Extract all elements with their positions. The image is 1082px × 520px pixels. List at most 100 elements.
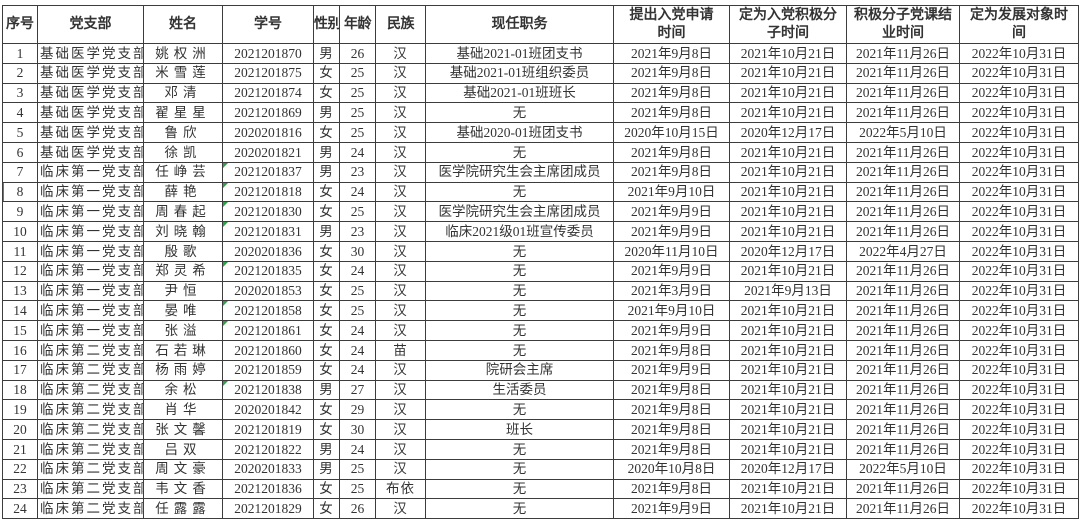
cell-apply_date[interactable]: 2021年9月8日 <box>613 161 730 183</box>
cell-gender[interactable]: 男 <box>313 161 340 183</box>
cell-age[interactable]: 24 <box>339 181 376 203</box>
cell-gender[interactable]: 女 <box>313 82 340 104</box>
cell-position[interactable]: 无 <box>425 141 614 163</box>
cell-activist_date[interactable]: 2020年12月17日 <box>729 240 847 262</box>
cell-age[interactable]: 30 <box>339 419 376 440</box>
cell-activist_date[interactable]: 2021年10月21日 <box>729 201 847 223</box>
cell-age[interactable]: 24 <box>339 141 376 163</box>
cell-name[interactable]: 余松 <box>143 379 223 401</box>
cell-index[interactable]: 20 <box>2 419 38 440</box>
cell-age[interactable]: 25 <box>339 62 376 84</box>
cell-age[interactable]: 24 <box>339 320 376 341</box>
cell-apply_date[interactable]: 2021年9月9日 <box>613 359 730 381</box>
cell-candidate_date[interactable]: 2022年10月31日 <box>959 43 1079 64</box>
cell-student_id[interactable]: 2021201874 <box>222 82 314 104</box>
cell-name[interactable]: 肖华 <box>143 399 223 421</box>
cell-ethnicity[interactable]: 汉 <box>375 320 426 341</box>
cell-gender[interactable]: 男 <box>313 458 340 480</box>
cell-index[interactable]: 1 <box>2 43 38 64</box>
cell-position[interactable]: 无 <box>425 438 614 460</box>
cell-index[interactable]: 19 <box>2 399 38 421</box>
cell-candidate_date[interactable]: 2022年10月31日 <box>959 498 1079 520</box>
cell-name[interactable]: 张文馨 <box>143 419 223 440</box>
column-header-ethnicity[interactable]: 民族 <box>375 5 426 44</box>
cell-gender[interactable]: 女 <box>313 122 340 143</box>
cell-position[interactable]: 无 <box>425 339 614 361</box>
cell-student_id[interactable]: 2021201830 <box>222 201 314 223</box>
cell-student_id[interactable]: 2020201821 <box>222 141 314 163</box>
column-header-course_date[interactable]: 积极分子党课结 业时间 <box>846 5 960 44</box>
cell-ethnicity[interactable]: 汉 <box>375 498 426 520</box>
cell-gender[interactable]: 女 <box>313 300 340 322</box>
cell-apply_date[interactable]: 2021年9月8日 <box>613 339 730 361</box>
cell-branch[interactable]: 基础医学党支部 <box>37 82 144 104</box>
cell-ethnicity[interactable]: 汉 <box>375 102 426 124</box>
cell-activist_date[interactable]: 2021年10月21日 <box>729 82 847 104</box>
cell-index[interactable]: 5 <box>2 122 38 143</box>
cell-age[interactable]: 25 <box>339 201 376 223</box>
cell-activist_date[interactable]: 2021年10月21日 <box>729 438 847 460</box>
cell-name[interactable]: 邓清 <box>143 82 223 104</box>
cell-apply_date[interactable]: 2021年9月8日 <box>613 379 730 401</box>
cell-age[interactable]: 26 <box>339 43 376 64</box>
cell-position[interactable]: 院研会主席 <box>425 359 614 381</box>
cell-candidate_date[interactable]: 2022年10月31日 <box>959 240 1079 262</box>
cell-course_date[interactable]: 2021年11月26日 <box>846 181 960 203</box>
cell-student_id[interactable]: 2021201836 <box>222 478 314 500</box>
cell-branch[interactable]: 基础医学党支部 <box>37 62 144 84</box>
cell-ethnicity[interactable]: 汉 <box>375 141 426 163</box>
cell-name[interactable]: 韦文香 <box>143 478 223 500</box>
cell-ethnicity[interactable]: 苗 <box>375 339 426 361</box>
cell-apply_date[interactable]: 2021年9月8日 <box>613 62 730 84</box>
cell-age[interactable]: 25 <box>339 300 376 322</box>
cell-name[interactable]: 薛艳 <box>143 181 223 203</box>
cell-candidate_date[interactable]: 2022年10月31日 <box>959 221 1079 242</box>
cell-name[interactable]: 尹恒 <box>143 280 223 302</box>
cell-activist_date[interactable]: 2021年10月21日 <box>729 320 847 341</box>
cell-student_id[interactable]: 2020201842 <box>222 399 314 421</box>
cell-gender[interactable]: 女 <box>313 181 340 203</box>
cell-gender[interactable]: 女 <box>313 478 340 500</box>
cell-gender[interactable]: 男 <box>313 141 340 163</box>
cell-ethnicity[interactable]: 汉 <box>375 419 426 440</box>
cell-name[interactable]: 任峥芸 <box>143 161 223 183</box>
cell-gender[interactable]: 女 <box>313 498 340 520</box>
cell-student_id[interactable]: 2021201819 <box>222 419 314 440</box>
cell-gender[interactable]: 女 <box>313 62 340 84</box>
cell-position[interactable]: 无 <box>425 260 614 282</box>
cell-course_date[interactable]: 2022年5月10日 <box>846 122 960 143</box>
cell-candidate_date[interactable]: 2022年10月31日 <box>959 161 1079 183</box>
cell-branch[interactable]: 临床第二党支部 <box>37 359 144 381</box>
cell-candidate_date[interactable]: 2022年10月31日 <box>959 359 1079 381</box>
cell-candidate_date[interactable]: 2022年10月31日 <box>959 399 1079 421</box>
cell-activist_date[interactable]: 2021年10月21日 <box>729 478 847 500</box>
cell-branch[interactable]: 基础医学党支部 <box>37 122 144 143</box>
cell-name[interactable]: 鲁欣 <box>143 122 223 143</box>
cell-ethnicity[interactable]: 汉 <box>375 161 426 183</box>
cell-branch[interactable]: 临床第一党支部 <box>37 221 144 242</box>
cell-position[interactable]: 无 <box>425 102 614 124</box>
cell-position[interactable]: 无 <box>425 458 614 480</box>
cell-course_date[interactable]: 2021年11月26日 <box>846 359 960 381</box>
cell-position[interactable]: 无 <box>425 320 614 341</box>
column-header-name[interactable]: 姓名 <box>143 5 223 44</box>
cell-position[interactable]: 无 <box>425 240 614 262</box>
cell-apply_date[interactable]: 2020年10月15日 <box>613 122 730 143</box>
cell-activist_date[interactable]: 2021年10月21日 <box>729 419 847 440</box>
cell-name[interactable]: 殷歌 <box>143 240 223 262</box>
cell-candidate_date[interactable]: 2022年10月31日 <box>959 419 1079 440</box>
cell-gender[interactable]: 女 <box>313 260 340 282</box>
cell-name[interactable]: 翟星星 <box>143 102 223 124</box>
cell-student_id[interactable]: 2021201831 <box>222 221 314 242</box>
cell-index[interactable]: 7 <box>2 161 38 183</box>
cell-candidate_date[interactable]: 2022年10月31日 <box>959 300 1079 322</box>
cell-index[interactable]: 22 <box>2 458 38 480</box>
cell-branch[interactable]: 临床第一党支部 <box>37 161 144 183</box>
cell-name[interactable]: 姚权洲 <box>143 43 223 64</box>
cell-student_id[interactable]: 2021201818 <box>222 181 314 203</box>
cell-activist_date[interactable]: 2021年10月21日 <box>729 181 847 203</box>
cell-position[interactable]: 无 <box>425 498 614 520</box>
cell-candidate_date[interactable]: 2022年10月31日 <box>959 82 1079 104</box>
cell-gender[interactable]: 女 <box>313 419 340 440</box>
cell-activist_date[interactable]: 2021年10月21日 <box>729 339 847 361</box>
